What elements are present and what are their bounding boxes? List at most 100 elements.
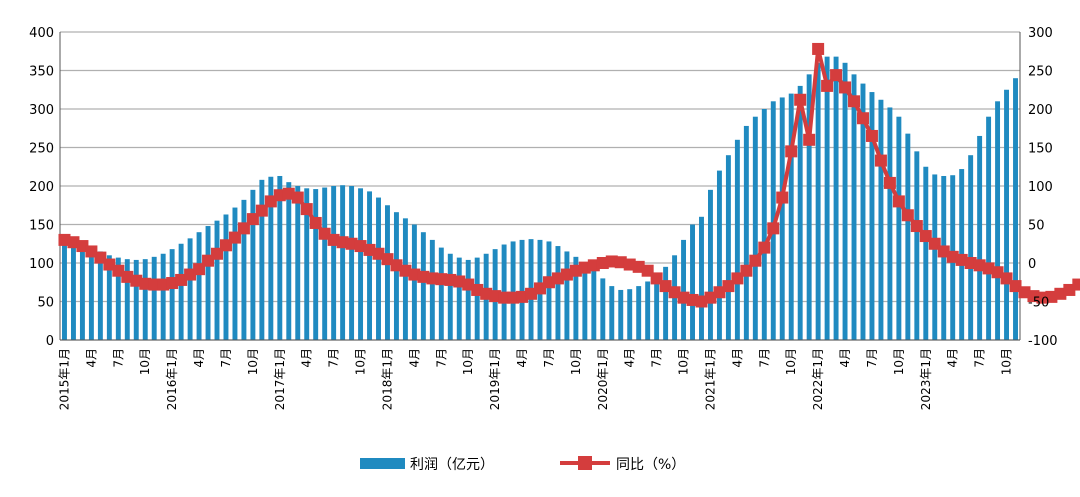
- line-marker: [309, 216, 322, 229]
- bar: [62, 236, 67, 340]
- line-marker: [901, 209, 914, 222]
- line-marker: [830, 69, 843, 82]
- bar: [618, 289, 624, 340]
- x-tick-label: 2022年1月: [811, 348, 825, 410]
- bar: [115, 257, 121, 340]
- x-tick-label: 4月: [407, 348, 421, 368]
- bar: [734, 139, 740, 340]
- bar: [456, 257, 462, 340]
- bar: [133, 259, 139, 340]
- bar: [411, 224, 417, 340]
- xtick-layer: 2015年1月 4月 7月 10月 2016年1月 4月 7月 10月 2017年1月 4月 7月 1…: [57, 348, 1013, 410]
- bar: [896, 116, 902, 340]
- bar: [160, 253, 166, 340]
- bar: [142, 259, 148, 340]
- y-tick-label-left: 150: [29, 219, 54, 234]
- line-marker: [94, 251, 107, 264]
- bar: [842, 62, 848, 341]
- bar: [70, 239, 76, 340]
- y-tick-label-right: 200: [1028, 103, 1053, 118]
- bar: [385, 205, 390, 340]
- y-tick-label-left: 350: [29, 65, 54, 80]
- bar: [1013, 78, 1018, 340]
- bar: [402, 218, 408, 340]
- bar: [519, 239, 525, 340]
- x-tick-label: 7月: [757, 348, 771, 368]
- bar: [995, 101, 1001, 340]
- bar: [591, 270, 597, 340]
- bar: [636, 286, 642, 340]
- bar: [905, 133, 911, 340]
- line-marker: [291, 191, 304, 204]
- bar: [699, 216, 704, 340]
- bar: [555, 246, 561, 340]
- bar: [770, 101, 776, 340]
- x-tick-label: 2016年1月: [165, 348, 179, 410]
- line-marker: [740, 264, 753, 277]
- x-tick-label: 2018年1月: [380, 348, 394, 410]
- x-tick-label: 7月: [650, 348, 664, 368]
- bar: [106, 255, 112, 340]
- line-marker: [749, 254, 762, 267]
- y-tick-label-left: 400: [29, 26, 54, 41]
- bar: [716, 170, 722, 340]
- bar: [367, 191, 372, 340]
- bar: [349, 186, 355, 340]
- bar: [465, 259, 471, 340]
- bar: [1004, 89, 1009, 340]
- bar: [779, 97, 785, 340]
- bar: [923, 166, 929, 340]
- bar: [97, 251, 103, 340]
- x-tick-label: 2019年1月: [488, 348, 502, 410]
- y-tick-label-right: -100: [1028, 334, 1058, 349]
- x-tick-label: 10月: [354, 348, 368, 375]
- bar: [914, 151, 920, 340]
- y-tick-label-right: 0: [1028, 257, 1036, 272]
- x-tick-label: 2023年1月: [919, 348, 933, 410]
- line-marker: [821, 79, 834, 92]
- x-tick-label: 4月: [192, 348, 206, 368]
- legend-label-line: 同比（%）: [616, 457, 685, 473]
- x-tick-label: 10月: [784, 348, 798, 375]
- x-tick-label: 7月: [542, 348, 556, 368]
- bar: [259, 179, 265, 340]
- bar: [124, 259, 130, 340]
- x-tick-label: 2015年1月: [57, 348, 71, 410]
- bar: [690, 224, 695, 340]
- bar: [151, 256, 157, 340]
- line-marker: [255, 204, 268, 217]
- line-marker: [910, 220, 923, 233]
- x-tick-label: 10月: [138, 348, 152, 375]
- y-tick-label-right: 150: [1028, 142, 1053, 157]
- line-marker: [856, 112, 869, 125]
- bar: [797, 85, 803, 341]
- y-tick-label-right: -50: [1028, 296, 1049, 311]
- line-marker: [785, 145, 798, 158]
- y-tick-label-left: 300: [29, 103, 54, 118]
- y-tick-label-left: 100: [29, 257, 54, 272]
- x-tick-label: 4月: [515, 348, 529, 368]
- line-marker: [767, 222, 780, 235]
- x-tick-label: 2020年1月: [596, 348, 610, 410]
- bar: [232, 207, 238, 340]
- y-tick-label-right: 250: [1028, 65, 1053, 80]
- bar: [824, 56, 830, 340]
- line-marker: [848, 95, 861, 108]
- y-tick-label-left: 250: [29, 142, 54, 157]
- bar: [88, 247, 94, 340]
- x-tick-label: 10月: [677, 348, 691, 375]
- bar: [331, 186, 337, 340]
- bar: [178, 243, 184, 340]
- y-tick-label-right: 300: [1028, 26, 1053, 41]
- legend-label-bar: 利润（亿元）: [410, 457, 494, 473]
- y-tick-label-right: 50: [1028, 219, 1045, 234]
- bar: [313, 189, 319, 340]
- x-tick-label: 7月: [434, 348, 448, 368]
- bar: [600, 278, 606, 340]
- x-tick-label: 7月: [111, 348, 125, 368]
- bar: [169, 249, 175, 340]
- x-tick-label: 10月: [246, 348, 260, 375]
- bar: [564, 251, 570, 340]
